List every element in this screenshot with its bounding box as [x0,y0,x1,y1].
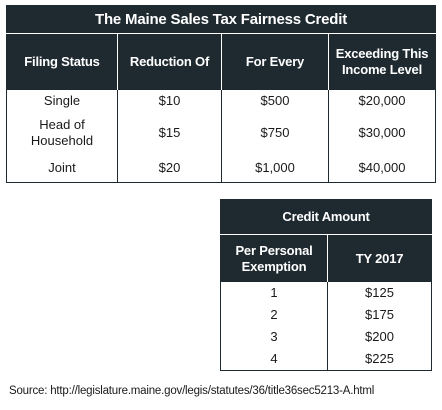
table-row: Joint $20 $1,000 $40,000 [6,154,436,183]
for-every-cell: $1,000 [221,154,329,183]
table-row: 4 $225 [220,348,432,371]
income-level-cell: $30,000 [328,112,436,154]
column-header-for-every: For Every [221,33,329,90]
filing-status-cell: Joint [6,154,118,183]
reduction-cell: $10 [117,90,222,112]
table-row: 2 $175 [220,304,432,326]
reduction-cell: $15 [117,112,222,154]
for-every-cell: $750 [221,112,329,154]
table-title: The Maine Sales Tax Fairness Credit [6,5,436,34]
exemption-cell: 1 [220,282,328,304]
filing-status-cell: Single [6,90,118,112]
column-header-reduction-of: Reduction Of [117,33,222,90]
exemption-cell: 3 [220,326,328,348]
table-row: 3 $200 [220,326,432,348]
income-level-cell: $40,000 [328,154,436,183]
exemption-cell: 4 [220,348,328,371]
credit-table-title: Credit Amount [220,199,432,235]
sales-tax-fairness-table: The Maine Sales Tax Fairness Credit Fili… [6,5,436,183]
credit-amount-cell: $175 [326,304,432,326]
credit-amount-cell: $200 [326,326,432,348]
table-row: Single $10 $500 $20,000 [6,90,436,112]
filing-status-cell: Head of Household [6,112,118,154]
credit-amount-cell: $125 [326,282,432,304]
column-header-income-level: Exceeding This Income Level [328,33,436,90]
credit-amount-table: Credit Amount Per Personal Exemption TY … [220,199,433,371]
column-header-filing-status: Filing Status [6,33,118,90]
reduction-cell: $20 [117,154,222,183]
for-every-cell: $500 [221,90,329,112]
exemption-cell: 2 [220,304,328,326]
table-row: 1 $125 [220,282,432,304]
column-header-ty-2017: TY 2017 [326,234,432,282]
source-note: Source: http://legislature.maine.gov/leg… [9,385,375,397]
credit-amount-cell: $225 [326,348,432,371]
income-level-cell: $20,000 [328,90,436,112]
column-header-per-personal-exemption: Per Personal Exemption [220,234,328,282]
table-row: Head of Household $15 $750 $30,000 [6,112,436,154]
